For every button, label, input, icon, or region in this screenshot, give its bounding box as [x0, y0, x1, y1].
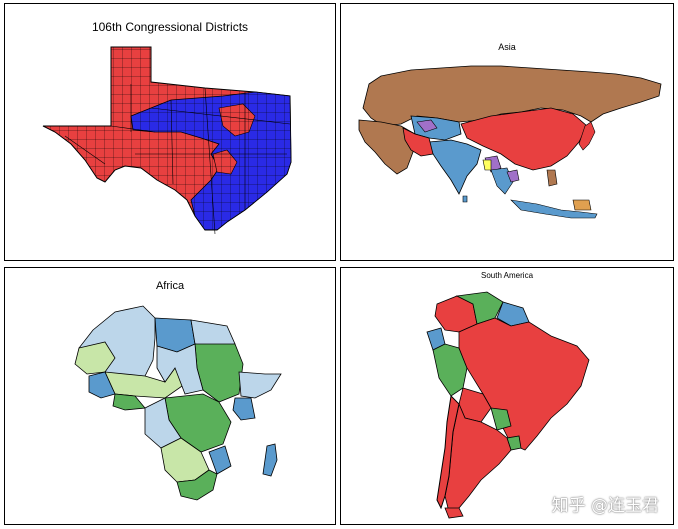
- africa-light-blue-horn: [238, 371, 282, 399]
- asia-map: [358, 65, 662, 219]
- sa-green-peru: [432, 343, 468, 397]
- sa-chile-strip: [436, 394, 460, 510]
- asia-china: [460, 107, 588, 171]
- asia-philippines: [546, 169, 558, 187]
- watermark: 知乎 @连玉君: [551, 496, 659, 516]
- africa-green-west: [112, 393, 146, 411]
- africa-madagascar: [262, 443, 278, 477]
- asia-purple-3: [506, 169, 520, 183]
- south-america-title: South America: [480, 271, 534, 280]
- asia-middle-east: [358, 119, 416, 175]
- asia-purple-1: [416, 119, 438, 133]
- south-america-map: [426, 291, 590, 519]
- asia-japan: [578, 121, 596, 151]
- africa-steel-blue-west: [88, 371, 116, 399]
- africa-panel: Africa: [4, 267, 336, 525]
- africa-green-sudan: [194, 343, 244, 403]
- asia-sri-lanka: [462, 195, 468, 203]
- asia-yellow: [482, 159, 492, 171]
- asia-panel: Asia: [340, 3, 674, 261]
- texas-panel: 106th Congressional Districts: [4, 3, 336, 261]
- africa-light-blue-chad: [156, 343, 204, 395]
- asia-orange: [572, 199, 592, 211]
- africa-map: [74, 305, 282, 501]
- asia-title: Asia: [498, 42, 516, 52]
- asia-india: [428, 139, 482, 195]
- south-america-panel: South America 知乎 @连玉君: [340, 267, 674, 525]
- asia-brown-region: [362, 65, 662, 127]
- asia-iran: [402, 127, 434, 157]
- africa-steel-blue-horn: [232, 397, 256, 421]
- africa-title: Africa: [155, 280, 185, 292]
- sa-tierra-del-fuego: [444, 507, 464, 519]
- africa-steel-blue-south: [208, 445, 232, 475]
- asia-southeast: [490, 167, 514, 195]
- africa-green-south-africa: [176, 469, 218, 501]
- sa-green-paraguay: [490, 407, 512, 431]
- texas-title: 106th Congressional Districts: [91, 20, 249, 34]
- asia-indonesia: [510, 199, 598, 219]
- texas-map: [42, 46, 292, 235]
